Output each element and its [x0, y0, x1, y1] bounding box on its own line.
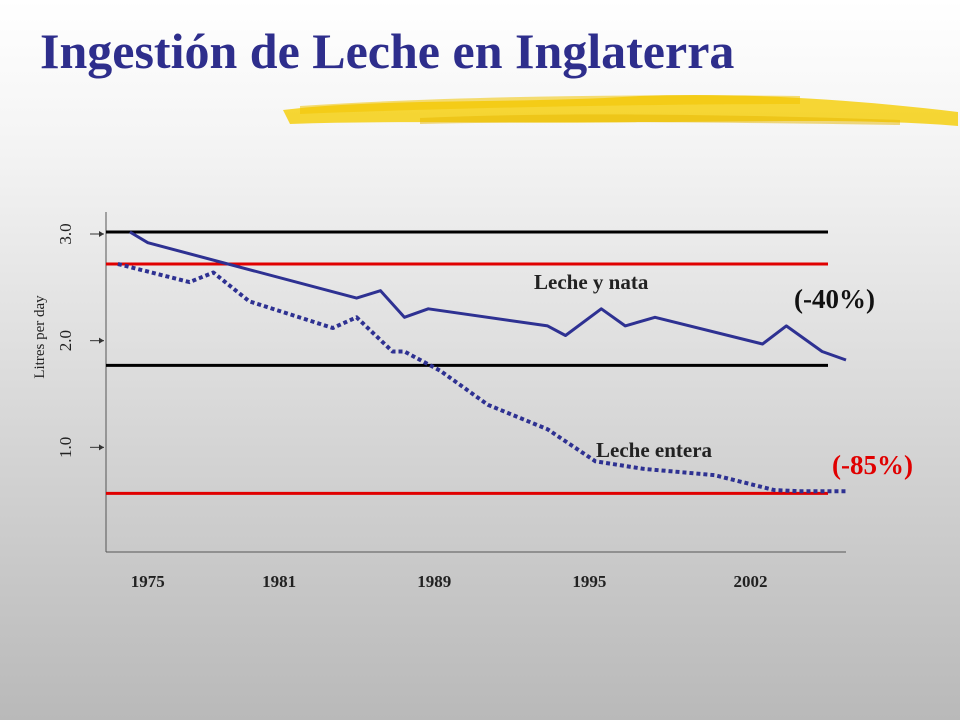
- y-tick-arrow: [99, 231, 104, 237]
- x-tick-label: 1995: [572, 572, 606, 591]
- y-axis-title: Litres per day: [32, 295, 48, 379]
- change-label-leche-y-nata: (-40%): [794, 284, 875, 314]
- highlighter-stroke: [283, 94, 958, 126]
- series-line-leche-y-nata: [129, 230, 847, 362]
- x-tick-label: 1981: [262, 572, 296, 591]
- y-tick-label: 2.0: [56, 330, 75, 351]
- y-tick-label: 1.0: [56, 437, 75, 458]
- y-tick-arrow: [99, 337, 104, 344]
- x-tick-label: 1975: [131, 572, 165, 591]
- y-tick-arrow: [99, 444, 104, 451]
- x-tick-label: 1989: [417, 572, 451, 591]
- x-tick-label: 2002: [734, 572, 768, 591]
- page-title: Ingestión de Leche en Inglaterra: [40, 23, 735, 79]
- y-tick-label: 3.0: [56, 223, 75, 244]
- series-line-leche-entera: [117, 262, 846, 494]
- series-label-leche-y-nata: Leche y nata: [534, 270, 649, 294]
- change-label-leche-entera: (-85%): [832, 450, 913, 480]
- series-label-leche-entera: Leche entera: [596, 438, 713, 462]
